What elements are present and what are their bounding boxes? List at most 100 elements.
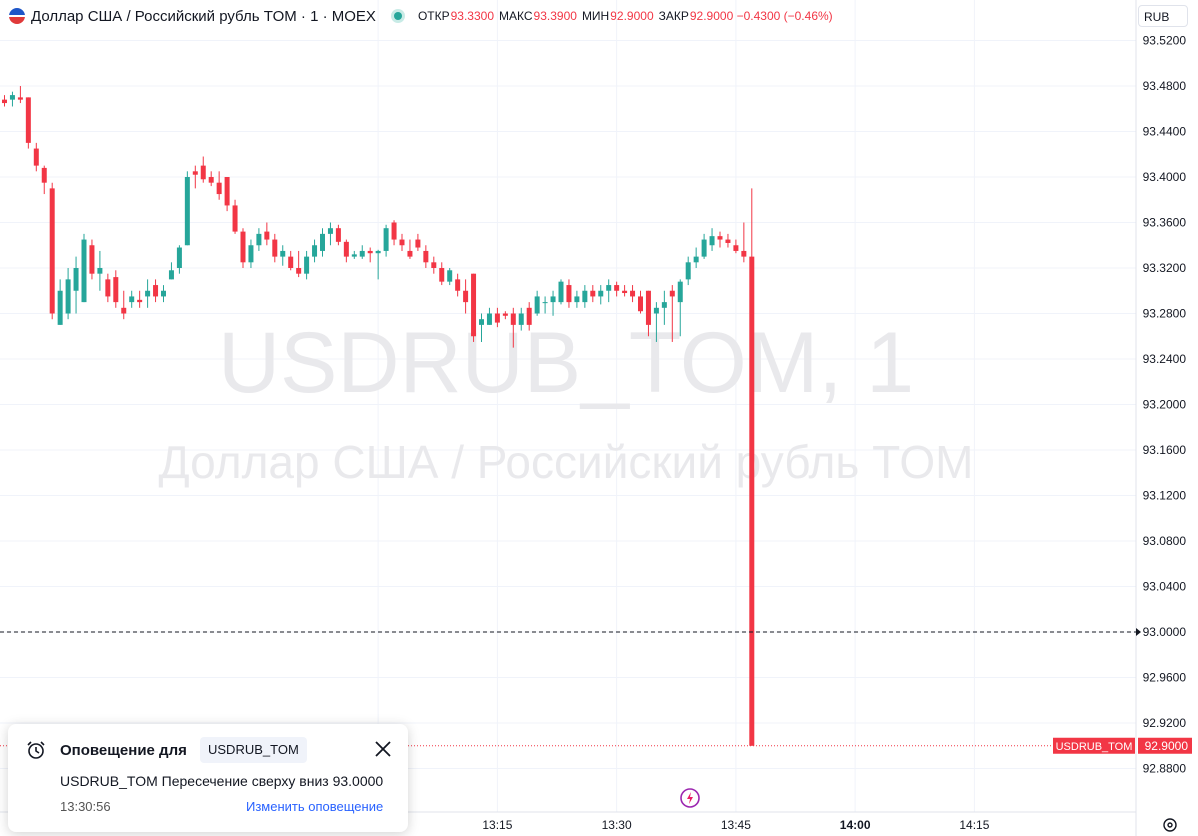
candle: [733, 239, 739, 254]
candle: [224, 177, 230, 212]
candle-body: [296, 268, 302, 274]
candle: [248, 239, 254, 268]
candle-body: [320, 233, 325, 251]
candle: [510, 307, 516, 348]
candle: [17, 86, 23, 104]
candle: [471, 273, 477, 342]
candle-body: [121, 307, 127, 314]
alarm-clock-icon: [27, 741, 45, 759]
candle-body: [224, 177, 230, 206]
candle: [208, 171, 214, 187]
edit-alert-link[interactable]: Изменить оповещение: [246, 799, 384, 814]
candle: [693, 247, 699, 268]
candle: [614, 281, 620, 297]
candle: [49, 182, 55, 320]
high-value: 93.3900: [533, 9, 577, 23]
candle-body: [200, 165, 206, 180]
candle: [423, 245, 429, 268]
candle: [121, 290, 127, 320]
candle-body: [630, 290, 636, 297]
settings-gear-icon[interactable]: [1163, 818, 1177, 832]
candle-body: [669, 290, 675, 297]
currency-selector[interactable]: RUB: [1138, 5, 1188, 27]
candle-body: [423, 250, 429, 263]
open-label: ОТКР: [417, 9, 450, 23]
candle: [256, 228, 262, 251]
candle-body: [439, 268, 445, 282]
candle: [383, 224, 389, 257]
candle-body: [574, 296, 580, 303]
candle: [73, 256, 79, 314]
candle: [216, 171, 222, 200]
candle-body: [415, 239, 421, 248]
candle-body: [606, 285, 612, 291]
candle-body: [256, 233, 262, 246]
candle: [264, 222, 270, 246]
candle: [534, 290, 540, 316]
candle-body: [518, 313, 524, 325]
candle-body: [550, 296, 556, 303]
candle: [359, 245, 365, 259]
candle: [129, 290, 135, 308]
candle-body: [494, 313, 500, 323]
watermark-symbol: USDRUB_TOM, 1: [218, 315, 914, 411]
candle: [431, 256, 437, 274]
candle: [669, 285, 675, 342]
candle-body: [145, 290, 151, 297]
candle-body: [566, 285, 572, 303]
candle: [105, 273, 111, 303]
candle-body: [192, 171, 198, 175]
candle: [709, 228, 715, 251]
candle: [558, 279, 564, 305]
candle: [176, 245, 182, 274]
candle-body: [725, 239, 731, 243]
candle-body: [614, 285, 620, 291]
candle: [645, 290, 651, 337]
candle: [280, 245, 286, 266]
candle-body: [17, 97, 23, 100]
candle-body: [590, 290, 596, 297]
candle: [335, 224, 341, 246]
candle-body: [335, 228, 341, 242]
candle-body: [479, 319, 484, 325]
candle: [367, 247, 373, 263]
price-tick-label: 92.8800: [1143, 762, 1187, 776]
last-price-tag: [1138, 737, 1192, 754]
candle: [653, 302, 659, 342]
candle-body: [113, 277, 119, 303]
market-status-icon[interactable]: [393, 12, 402, 20]
candle-body: [280, 250, 286, 257]
low-label: МИН: [581, 9, 610, 23]
candle-body: [582, 290, 588, 303]
candle-body: [49, 188, 55, 314]
price-tick-label: 93.0800: [1143, 534, 1187, 548]
candle-body: [240, 231, 246, 263]
candle: [232, 199, 238, 234]
price-axis[interactable]: 93.5200 93.4800 93.4400 93.4000 93.3600 93.32…: [1143, 34, 1187, 776]
symbol-title[interactable]: Доллар США / Российский рубль TOM · 1 · …: [31, 7, 376, 25]
candle: [312, 239, 318, 263]
candle: [327, 222, 333, 246]
candle-body: [232, 205, 238, 232]
candle: [677, 279, 683, 337]
candle-body: [733, 245, 739, 251]
candle: [200, 156, 206, 183]
candle: [630, 285, 636, 303]
candle-body: [558, 281, 564, 303]
replay-icon[interactable]: [680, 788, 700, 808]
candle-body: [391, 222, 397, 240]
open-value: 93.3300: [450, 9, 495, 23]
candle-body: [168, 270, 174, 280]
candle-body: [463, 290, 469, 303]
candle: [145, 279, 151, 308]
candle-body: [153, 285, 159, 297]
candle-body: [161, 290, 166, 297]
candle: [240, 228, 246, 268]
candle: [590, 285, 596, 303]
candle: [97, 250, 103, 291]
candle: [598, 285, 604, 305]
candle-body: [471, 273, 477, 337]
close-icon[interactable]: [372, 738, 394, 760]
